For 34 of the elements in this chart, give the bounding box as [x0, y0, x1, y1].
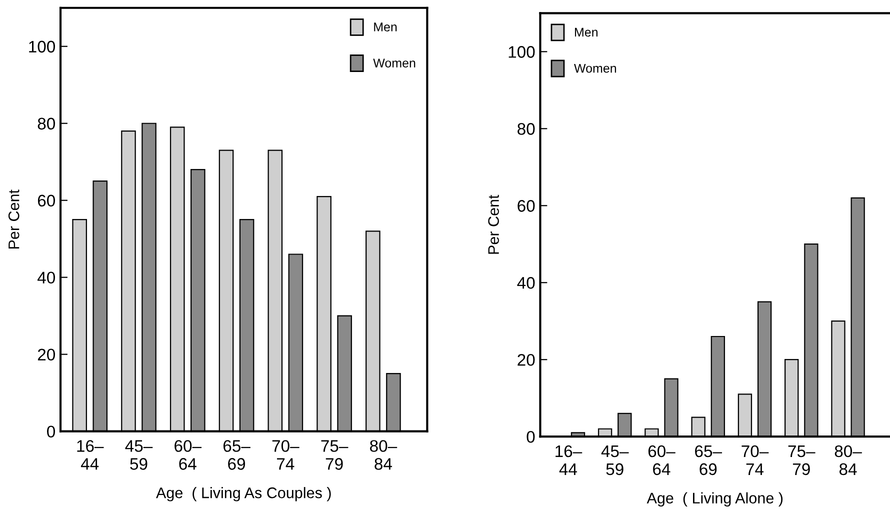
x-tick-label: 60– 64 [648, 445, 676, 476]
x-tick-label: 80– 84 [370, 440, 398, 470]
y-axis-title: Per Cent [8, 190, 20, 248]
y-tick-label: 100 [508, 46, 535, 58]
y-tick-label: 60 [518, 200, 535, 212]
legend-label: Men [374, 22, 397, 32]
x-tick-label: 16– 44 [556, 445, 582, 475]
x-tick-label: 75– 79 [788, 446, 816, 476]
y-tick-label: 80 [518, 123, 535, 135]
x-tick-label: 70– 74 [742, 445, 769, 475]
legend-label: Women [574, 64, 616, 73]
x-tick-label: 60– 64 [174, 440, 202, 470]
y-tick-label: 0 [526, 430, 535, 443]
y-tick-label: 20 [38, 348, 56, 361]
x-axis-title: Age ( Living Alone ) [646, 492, 783, 507]
legend-label: Women [373, 58, 416, 68]
y-tick-label: 40 [38, 272, 56, 284]
x-tick-label: 16– 44 [77, 440, 104, 470]
x-tick-label: 65– 69 [695, 445, 722, 476]
x-tick-label: 45– 59 [125, 440, 153, 470]
x-axis-title: Age ( Living As Couples ) [156, 487, 331, 502]
y-tick-label: 20 [518, 354, 535, 366]
y-axis-title: Per Cent [488, 194, 499, 254]
legend-label: Men [575, 28, 598, 37]
x-tick-label: 65– 69 [223, 440, 250, 470]
y-tick-label: 100 [29, 40, 56, 53]
x-tick-label: 80– 84 [834, 445, 862, 476]
y-tick-label: 40 [517, 277, 535, 289]
x-tick-label: 75– 79 [321, 440, 348, 470]
y-tick-label: 80 [38, 118, 56, 130]
y-tick-label: 60 [38, 194, 56, 207]
y-tick-label: 0 [47, 426, 56, 438]
x-tick-label: 45– 59 [601, 446, 629, 476]
x-tick-label: 70– 74 [272, 440, 300, 470]
